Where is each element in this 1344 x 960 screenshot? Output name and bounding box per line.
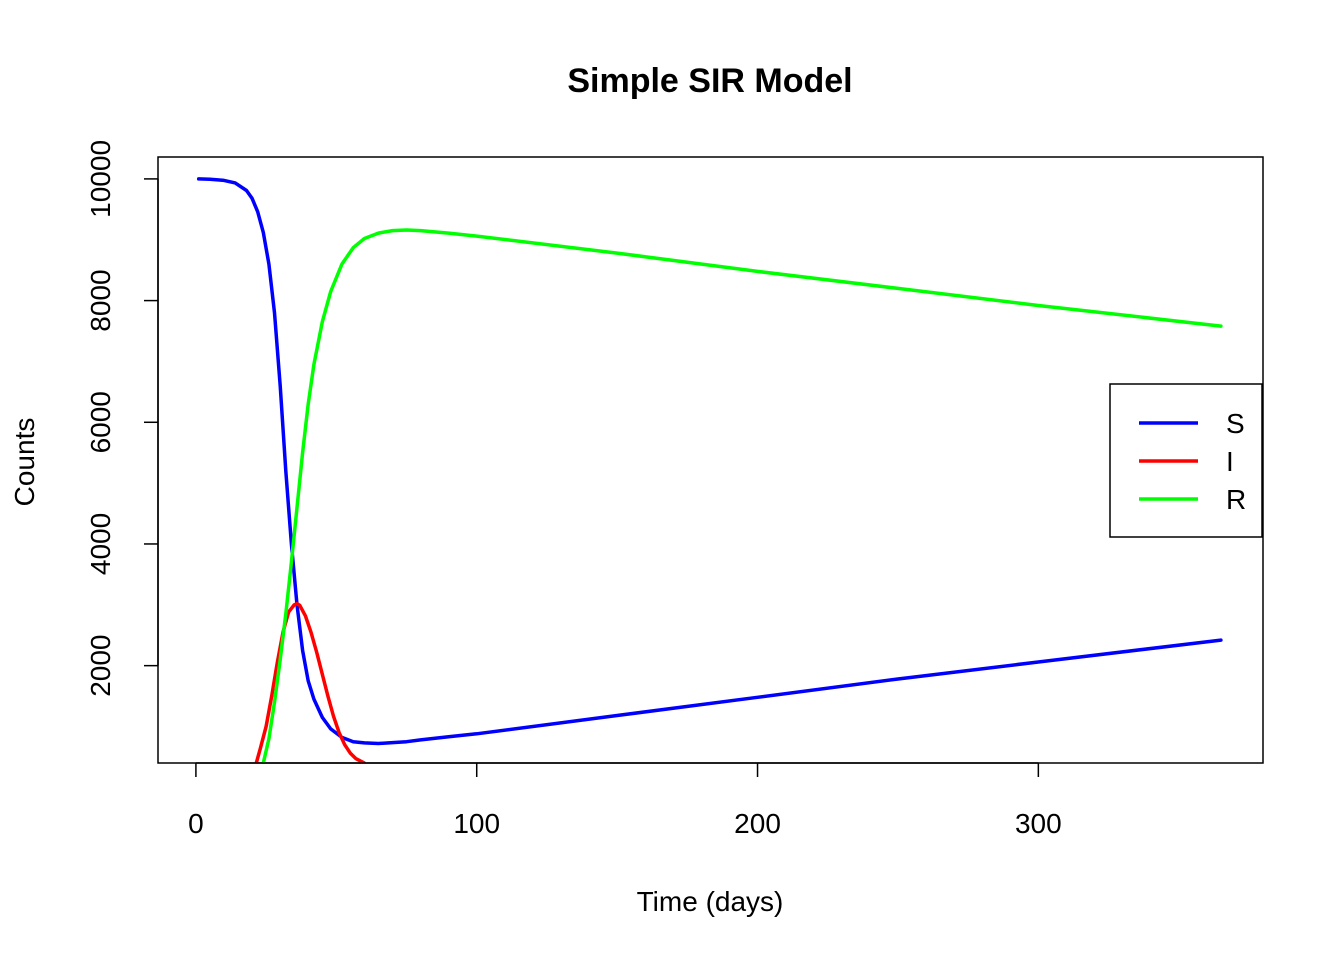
legend-label-i: I <box>1226 446 1234 477</box>
x-tick-label: 300 <box>1015 808 1062 839</box>
y-tick-label: 6000 <box>85 391 116 453</box>
x-tick-label: 200 <box>734 808 781 839</box>
x-tick-label: 100 <box>453 808 500 839</box>
y-tick-label: 8000 <box>85 269 116 331</box>
chart-title: Simple SIR Model <box>567 62 852 100</box>
series-line-r <box>261 228 1223 763</box>
y-tick-label: 4000 <box>85 513 116 575</box>
x-tick-label: 0 <box>188 808 204 839</box>
legend: SIR <box>1109 383 1263 538</box>
legend-label-r: R <box>1226 484 1246 515</box>
series-line-s <box>196 177 1223 746</box>
series-line-i <box>254 601 367 763</box>
x-axis-label: Time (days) <box>637 886 784 917</box>
series-layer <box>196 177 1223 763</box>
y-axis: 2000 4000 6000 8000 10000 <box>85 140 159 697</box>
y-axis-label: Counts <box>9 418 40 507</box>
x-axis: 0 100 200 300 <box>188 762 1062 839</box>
legend-label-s: S <box>1226 408 1245 439</box>
y-tick-label: 10000 <box>85 140 116 218</box>
y-tick-label: 2000 <box>85 635 116 697</box>
plot-frame <box>157 156 1264 764</box>
